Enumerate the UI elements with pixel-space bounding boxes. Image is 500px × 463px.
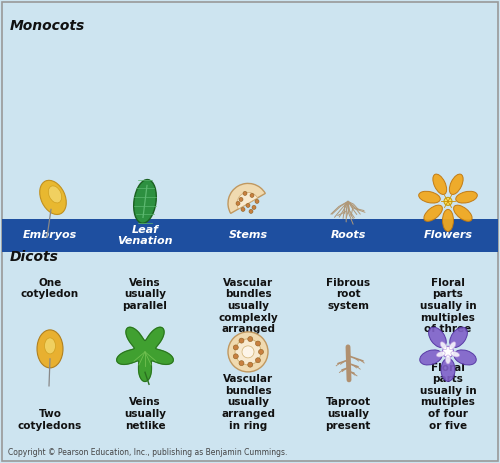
Ellipse shape — [450, 174, 463, 194]
Ellipse shape — [48, 186, 62, 203]
Wedge shape — [237, 193, 258, 209]
Text: Floral
parts
usually in
multiples
of three: Floral parts usually in multiples of thr… — [420, 278, 476, 334]
Circle shape — [241, 207, 245, 212]
Ellipse shape — [436, 351, 445, 357]
Circle shape — [235, 339, 261, 365]
Ellipse shape — [424, 205, 442, 221]
Text: Taproot
usually
present: Taproot usually present — [326, 397, 370, 431]
Text: Two
cotyledons: Two cotyledons — [18, 409, 82, 431]
Circle shape — [243, 191, 247, 195]
Circle shape — [249, 209, 253, 213]
Text: One
cotyledon: One cotyledon — [21, 278, 79, 300]
Circle shape — [250, 194, 254, 197]
Circle shape — [239, 338, 244, 343]
Text: Embryos: Embryos — [23, 231, 77, 240]
Ellipse shape — [454, 205, 472, 221]
Wedge shape — [228, 183, 266, 213]
FancyBboxPatch shape — [2, 219, 498, 252]
Text: Stems: Stems — [228, 231, 268, 240]
Circle shape — [248, 362, 253, 367]
Circle shape — [252, 206, 256, 209]
Circle shape — [228, 332, 268, 372]
Ellipse shape — [446, 355, 450, 364]
Text: Monocots: Monocots — [10, 19, 85, 32]
Ellipse shape — [449, 342, 456, 350]
Text: Veins
usually
netlike: Veins usually netlike — [124, 397, 166, 431]
Ellipse shape — [441, 358, 455, 382]
Circle shape — [236, 201, 240, 206]
Ellipse shape — [442, 209, 454, 232]
Text: Copyright © Pearson Education, Inc., publishing as Benjamin Cummings.: Copyright © Pearson Education, Inc., pub… — [8, 448, 287, 457]
Circle shape — [256, 341, 260, 346]
Ellipse shape — [456, 191, 477, 203]
Ellipse shape — [44, 338, 56, 354]
Ellipse shape — [428, 327, 446, 348]
Circle shape — [246, 203, 250, 207]
Circle shape — [444, 197, 452, 206]
Ellipse shape — [420, 350, 442, 365]
Ellipse shape — [451, 351, 460, 357]
Text: Floral
parts
usually in
multiples
of four
or five: Floral parts usually in multiples of fou… — [420, 363, 476, 431]
Ellipse shape — [433, 174, 446, 194]
Text: Dicots: Dicots — [10, 250, 59, 264]
Ellipse shape — [40, 180, 66, 214]
Text: Veins
usually
parallel: Veins usually parallel — [122, 278, 168, 311]
Circle shape — [258, 350, 264, 354]
Circle shape — [248, 337, 253, 342]
Ellipse shape — [440, 342, 447, 350]
Circle shape — [242, 346, 254, 358]
Circle shape — [239, 197, 243, 201]
Circle shape — [234, 345, 238, 350]
Text: Vascular
bundles
usually
complexly
arranged: Vascular bundles usually complexly arran… — [218, 278, 278, 334]
Text: Leaf
Venation: Leaf Venation — [117, 225, 173, 246]
Circle shape — [255, 200, 259, 203]
Ellipse shape — [450, 327, 468, 348]
Circle shape — [442, 346, 454, 357]
Ellipse shape — [37, 330, 63, 368]
Text: Flowers: Flowers — [424, 231, 472, 240]
Polygon shape — [116, 327, 173, 382]
Text: Roots: Roots — [330, 231, 366, 240]
Ellipse shape — [454, 350, 476, 365]
Circle shape — [234, 354, 238, 359]
Text: Fibrous
root
system: Fibrous root system — [326, 278, 370, 311]
Ellipse shape — [134, 180, 156, 223]
Text: Vascular
bundles
usually
arranged
in ring: Vascular bundles usually arranged in rin… — [221, 374, 275, 431]
Circle shape — [256, 358, 260, 363]
Circle shape — [239, 361, 244, 366]
Ellipse shape — [418, 191, 440, 203]
